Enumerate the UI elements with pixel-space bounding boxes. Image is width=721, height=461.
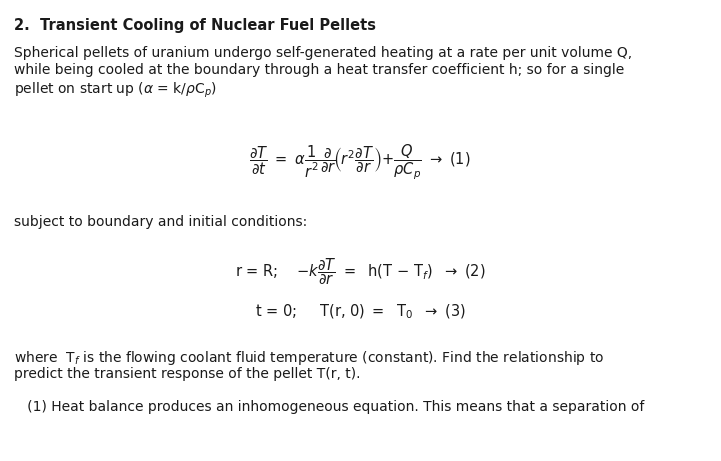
- Text: subject to boundary and initial conditions:: subject to boundary and initial conditio…: [14, 215, 307, 229]
- Text: (1) Heat balance produces an inhomogeneous equation. This means that a separatio: (1) Heat balance produces an inhomogeneo…: [14, 400, 645, 414]
- Text: 2.  Transient Cooling of Nuclear Fuel Pellets: 2. Transient Cooling of Nuclear Fuel Pel…: [14, 18, 376, 33]
- Text: where  T$_f$ is the flowing coolant fluid temperature (constant). Find the relat: where T$_f$ is the flowing coolant fluid…: [14, 349, 604, 367]
- Text: predict the transient response of the pellet T(r, t).: predict the transient response of the pe…: [14, 366, 360, 380]
- Text: pellet on start up ($\alpha$ = k/$\rho$C$_p$): pellet on start up ($\alpha$ = k/$\rho$C…: [14, 81, 217, 100]
- Text: $\dfrac{\partial T}{\partial t}$$\ =\ $$\alpha\dfrac{1}{r^2}\dfrac{\partial}{\pa: $\dfrac{\partial T}{\partial t}$$\ =\ $$…: [249, 142, 471, 182]
- Text: t = 0;$\quad\;$ T(r, 0) $=\ $ T$_0$ $\ \rightarrow$ (3): t = 0;$\quad\;$ T(r, 0) $=\ $ T$_0$ $\ \…: [255, 303, 465, 321]
- Text: Spherical pellets of uranium undergo self-generated heating at a rate per unit v: Spherical pellets of uranium undergo sel…: [14, 46, 632, 60]
- Text: r = R;$\quad$ $-k\dfrac{\partial T}{\partial r}$$\ =\ $ h(T $-$ T$_f$) $\ \right: r = R;$\quad$ $-k\dfrac{\partial T}{\par…: [235, 257, 485, 287]
- Text: while being cooled at the boundary through a heat transfer coefficient h; so for: while being cooled at the boundary throu…: [14, 64, 624, 77]
